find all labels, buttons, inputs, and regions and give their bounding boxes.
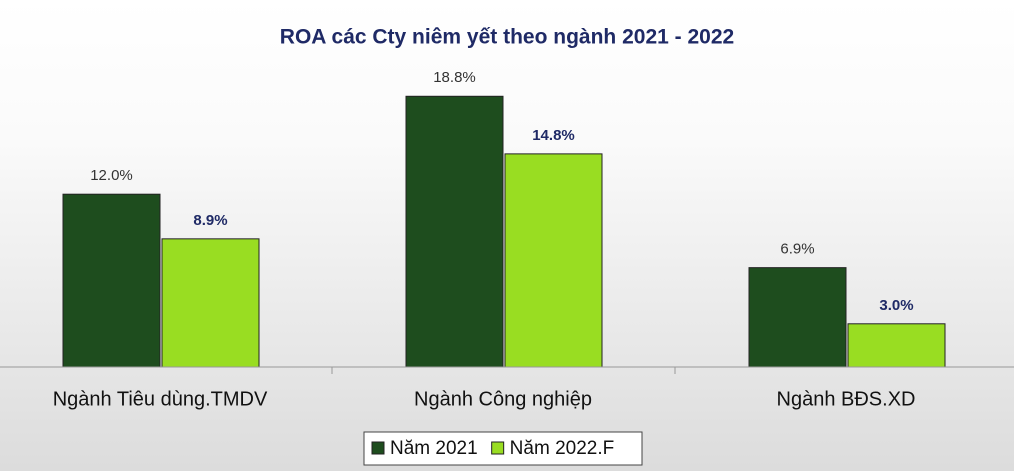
bar [748,267,847,368]
legend-swatch [371,441,385,455]
value-label: 18.8% [433,69,476,86]
x-tick-label: Ngành Tiêu dùng.TMDV [53,388,268,410]
legend-swatch [491,441,505,455]
legend-box [363,431,643,466]
legend-label: Năm 2021 [390,438,478,459]
x-tick-label: Ngành Công nghiệp [414,388,592,410]
value-label: 14.8% [532,127,575,144]
legend-label: Năm 2022.F [510,438,615,459]
bar [504,153,603,368]
value-label: 12.0% [90,167,133,184]
value-label: 6.9% [780,241,814,258]
bar [405,95,504,368]
bar [847,323,946,368]
bar [62,193,161,368]
bar [161,238,260,368]
x-tick-label: Ngành BĐS.XD [777,388,916,410]
legend: Năm 2021 Năm 2022.F [363,431,643,466]
value-label: 3.0% [879,297,913,314]
value-label: 8.9% [193,212,227,229]
chart-title: ROA các Cty niêm yết theo ngành 2021 - 2… [280,26,734,49]
